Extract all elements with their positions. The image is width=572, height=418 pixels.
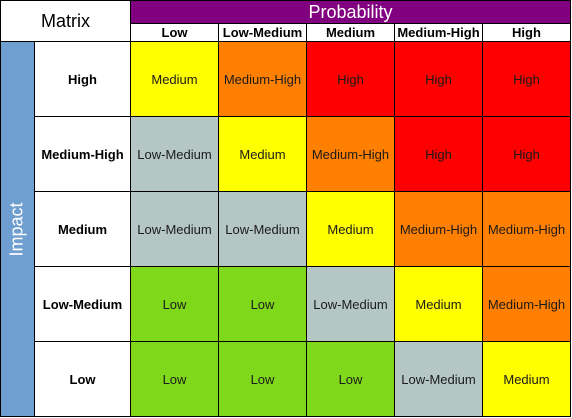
- risk-cell: Medium-High: [306, 116, 395, 192]
- column-header-medium-high: Medium-High: [394, 23, 483, 42]
- risk-cell: Low: [130, 341, 219, 417]
- column-header-low-medium: Low-Medium: [218, 23, 307, 42]
- probability-header: Probability: [130, 0, 571, 24]
- risk-cell: Medium-High: [394, 191, 483, 267]
- row-header-medium-high: Medium-High: [34, 116, 131, 192]
- risk-cell: High: [482, 41, 571, 117]
- column-header-low: Low: [130, 23, 219, 42]
- matrix-title: Matrix: [0, 0, 131, 42]
- risk-cell: Medium: [482, 341, 571, 417]
- risk-cell: Medium: [306, 191, 395, 267]
- row-header-high: High: [34, 41, 131, 117]
- risk-cell: Low: [130, 266, 219, 342]
- risk-cell: High: [394, 41, 483, 117]
- risk-cell: High: [306, 41, 395, 117]
- risk-cell: Low-Medium: [394, 341, 483, 417]
- risk-cell: Low: [218, 341, 307, 417]
- risk-cell: Low: [218, 266, 307, 342]
- column-header-medium: Medium: [306, 23, 395, 42]
- risk-cell: Medium: [218, 116, 307, 192]
- column-header-high: High: [482, 23, 571, 42]
- risk-cell: Low-Medium: [218, 191, 307, 267]
- risk-cell: Medium-High: [482, 191, 571, 267]
- risk-cell: Medium: [394, 266, 483, 342]
- impact-header: Impact: [0, 41, 35, 417]
- risk-cell: Low: [306, 341, 395, 417]
- risk-cell: Low-Medium: [130, 116, 219, 192]
- impact-label: Impact: [7, 201, 27, 257]
- risk-cell: Low-Medium: [130, 191, 219, 267]
- row-header-medium: Medium: [34, 191, 131, 267]
- risk-cell: Medium: [130, 41, 219, 117]
- row-header-low: Low: [34, 341, 131, 417]
- risk-cell: High: [394, 116, 483, 192]
- risk-cell: Medium-High: [218, 41, 307, 117]
- risk-cell: Medium-High: [482, 266, 571, 342]
- risk-cell: Low-Medium: [306, 266, 395, 342]
- risk-cell: High: [482, 116, 571, 192]
- row-header-low-medium: Low-Medium: [34, 266, 131, 342]
